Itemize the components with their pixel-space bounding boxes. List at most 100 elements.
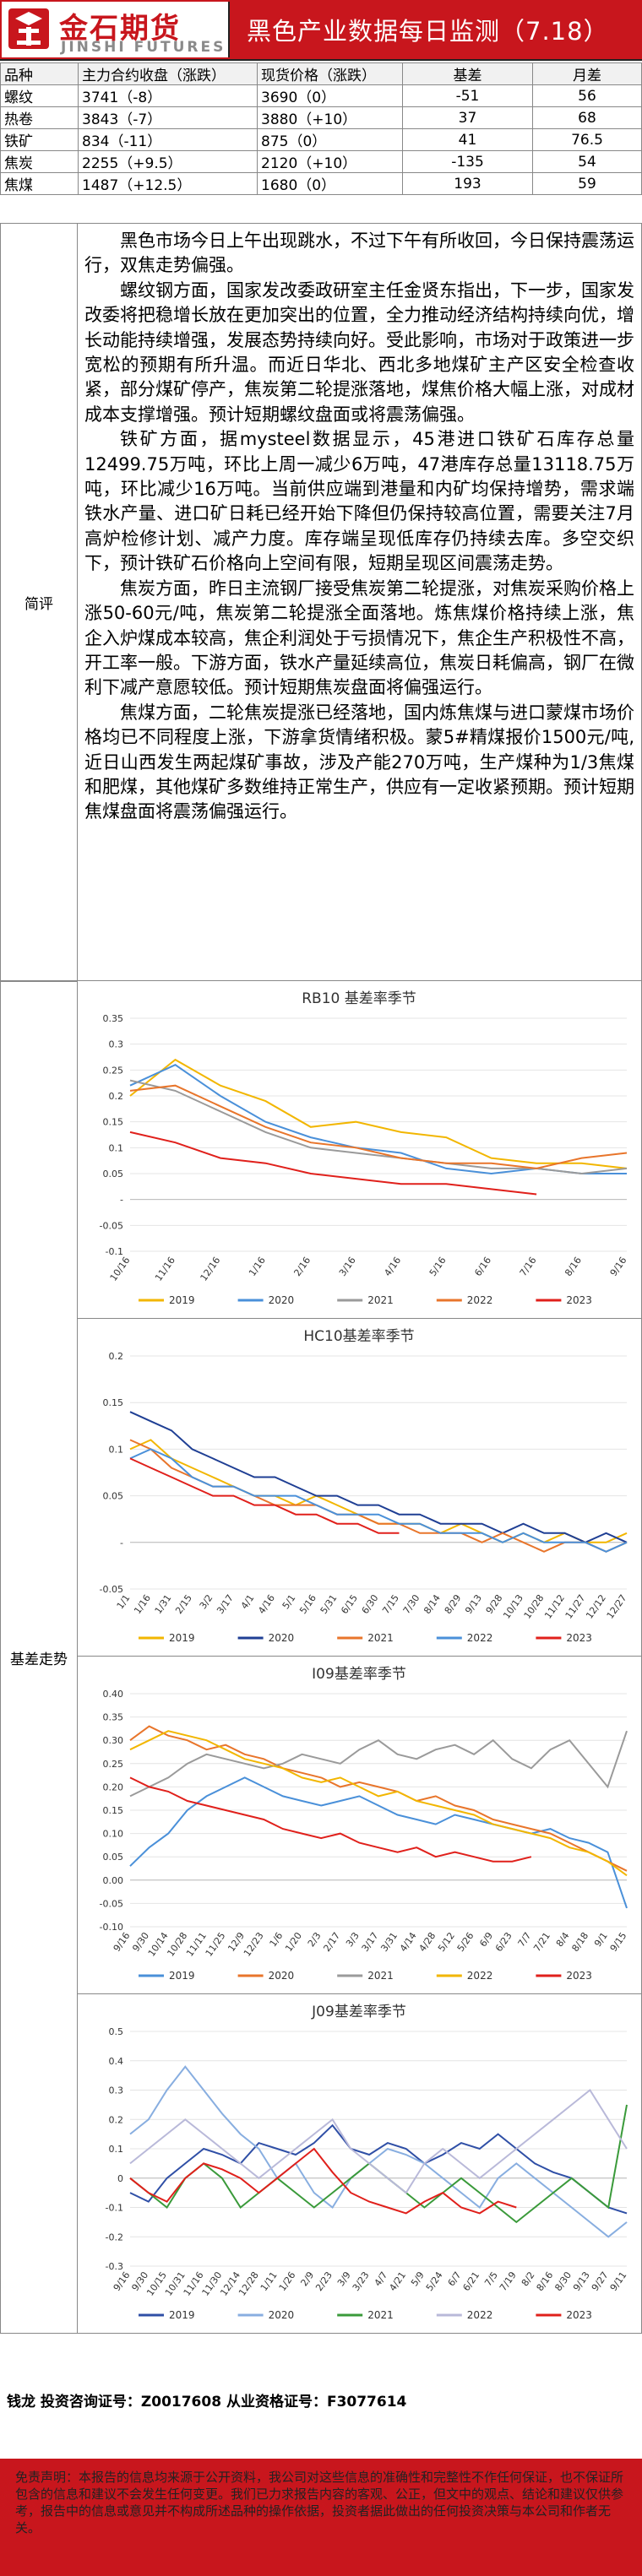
- x-tick-label: 4/28: [416, 1930, 438, 1954]
- y-tick-label: 0.1: [109, 1142, 124, 1153]
- y-tick-label: 0.35: [103, 1712, 124, 1723]
- series-line-2023: [129, 1776, 532, 1863]
- legend-label: 2023: [566, 2309, 592, 2321]
- x-tick-label: 10/13: [501, 1592, 525, 1620]
- table-cell: -135: [402, 150, 533, 173]
- legend-label: 2019: [169, 2309, 195, 2321]
- x-tick-label: 2/15: [173, 1592, 194, 1616]
- y-tick-label: 0.15: [103, 1805, 124, 1816]
- logo-text-en: JINSHI FUTURES: [61, 39, 226, 56]
- chart-title: RB10 基差率季节: [302, 990, 416, 1007]
- j09-chart-panel: J09基差率季节 0.5 0.4 0.3 0.2 0.1 0 -0.1 -0.2 -0.3 9/16…: [78, 1994, 642, 2334]
- x-tick-label: 6/9: [477, 1930, 495, 1949]
- x-tick-label: 9/11: [608, 2270, 629, 2293]
- x-tick-label: 3/3: [344, 1930, 362, 1949]
- y-tick-label: 0.25: [103, 1065, 124, 1076]
- x-tick-label: 4/1: [239, 1592, 257, 1611]
- y-tick-label: -: [120, 1537, 123, 1548]
- legend-label: 2023: [566, 1632, 592, 1644]
- x-tick-label: 7/30: [401, 1592, 422, 1616]
- legend-label: 2021: [367, 1294, 394, 1306]
- x-tick-label: 8/30: [552, 2270, 574, 2293]
- x-tick-label: 5/12: [436, 1930, 457, 1954]
- chart-title: HC10基差率季节: [303, 1328, 414, 1345]
- y-tick-label: -0.05: [100, 1220, 123, 1231]
- x-tick-label: 1/11: [258, 2270, 280, 2293]
- x-tick-label: 8/4: [554, 1930, 572, 1949]
- y-tick-label: -0.05: [100, 1898, 123, 1909]
- x-tick-label: 10/16: [108, 1255, 133, 1283]
- table-header: 品种: [0, 62, 79, 85]
- x-tick-label: 10/28: [522, 1592, 547, 1620]
- x-tick-label: 8/14: [422, 1592, 443, 1616]
- x-tick-label: 6/15: [339, 1592, 360, 1616]
- legend-label: 2020: [269, 1632, 295, 1644]
- legend-label: 2021: [367, 2309, 394, 2321]
- comment-paragraph: 焦煤方面，二轮焦炭提涨已经落地，国内炼焦煤与进口蒙煤市场价格均已不同程度上涨，下…: [84, 702, 634, 822]
- table-cell: 3690（0）: [257, 84, 403, 107]
- table-header-row: 品种 主力合约收盘（涨跌） 现货价格（涨跌） 基差 月差: [0, 62, 642, 85]
- disclaimer: 免责声明：本报告的信息均来源于公开资料，我公司对这些信息的准确性和完整性不作任何…: [0, 2459, 642, 2576]
- y-tick-label: 0.3: [109, 2085, 124, 2096]
- legend-label: 2023: [566, 1970, 592, 1982]
- table-cell: 2120（+10）: [257, 150, 403, 173]
- analyst-contact: 钱龙 投资咨询证号：Z0017608 从业资格证号：F3077614: [7, 2394, 407, 2411]
- y-tick-label: 0: [117, 2173, 123, 2184]
- x-tick-label: 6/16: [472, 1255, 493, 1278]
- x-tick-label: 3/2: [198, 1592, 215, 1611]
- y-tick-label: -0.2: [106, 2232, 123, 2242]
- y-tick-label: 0.20: [103, 1782, 124, 1792]
- table-row: 焦炭 2255（+9.5） 2120（+10） -135 54: [0, 150, 642, 173]
- x-tick-label: 6/23: [493, 1930, 514, 1954]
- table-cell: 41: [402, 128, 533, 151]
- x-tick-label: 2/17: [321, 1930, 342, 1954]
- i09-basis-chart: I09基差率季节 0.40 0.35 0.30 0.25 0.20 0.15 0.10 0.05…: [100, 1666, 629, 1982]
- table-header: 基差: [402, 62, 533, 85]
- x-tick-label: 4/16: [382, 1255, 403, 1278]
- y-tick-label: 0.30: [103, 1735, 124, 1746]
- comment-paragraph: 焦炭方面，昨日主流钢厂接受焦炭第二轮提涨，对焦炭采购价格上涨50-60元/吨，焦…: [84, 578, 634, 698]
- legend-label: 2021: [367, 1970, 394, 1982]
- x-tick-label: 9/16: [608, 1255, 629, 1278]
- table-cell: 68: [532, 106, 642, 129]
- legend-label: 2020: [269, 1970, 295, 1982]
- x-tick-label: 7/16: [518, 1255, 539, 1278]
- series-line-2022: [129, 1084, 628, 1169]
- series-line-2023: [129, 1457, 400, 1534]
- table-header: 主力合约收盘（涨跌）: [78, 62, 258, 85]
- x-tick-label: 1/6: [268, 1930, 286, 1949]
- x-tick-label: 3/23: [351, 2270, 372, 2293]
- y-tick-label: 0.40: [103, 1689, 124, 1700]
- y-tick-label: 0.10: [103, 1829, 124, 1840]
- x-tick-label: 2/16: [291, 1255, 313, 1278]
- table-cell: 焦煤: [0, 172, 79, 195]
- y-tick-label: 0.15: [103, 1397, 124, 1408]
- table-cell: 铁矿: [0, 128, 79, 151]
- table-row: 铁矿 834（-11） 875（0） 41 76.5: [0, 128, 642, 151]
- table-header: 月差: [532, 62, 642, 85]
- y-tick-label: -: [120, 1195, 123, 1206]
- comment-label: 简评: [0, 223, 78, 981]
- table-cell: 3880（+10）: [257, 106, 403, 129]
- x-tick-label: 12/23: [242, 1930, 266, 1958]
- y-tick-label: 0.2: [109, 1091, 124, 1102]
- x-tick-label: 9/16: [112, 2270, 133, 2293]
- legend-label: 2022: [467, 2309, 493, 2321]
- table-cell: 54: [532, 150, 642, 173]
- y-tick-label: 0.2: [109, 2114, 124, 2125]
- x-tick-label: 3/16: [337, 1255, 358, 1278]
- x-tick-label: 5/26: [455, 1930, 476, 1954]
- x-tick-label: 7/19: [498, 2270, 519, 2293]
- y-tick-label: 0.1: [109, 2144, 124, 2155]
- table-cell: 193: [402, 172, 533, 195]
- x-tick-label: 1/16: [247, 1255, 268, 1278]
- x-tick-label: 5/1: [280, 1592, 298, 1611]
- table-cell: 1487（+12.5）: [78, 172, 258, 195]
- x-tick-label: 6/21: [460, 2270, 482, 2293]
- x-tick-label: 5/24: [424, 2270, 445, 2293]
- x-tick-label: 1/1: [115, 1592, 133, 1611]
- legend-label: 2019: [169, 1632, 195, 1644]
- x-tick-label: 5/16: [427, 1255, 449, 1278]
- x-tick-label: 11/25: [204, 1930, 228, 1958]
- table-cell: 1680（0）: [257, 172, 403, 195]
